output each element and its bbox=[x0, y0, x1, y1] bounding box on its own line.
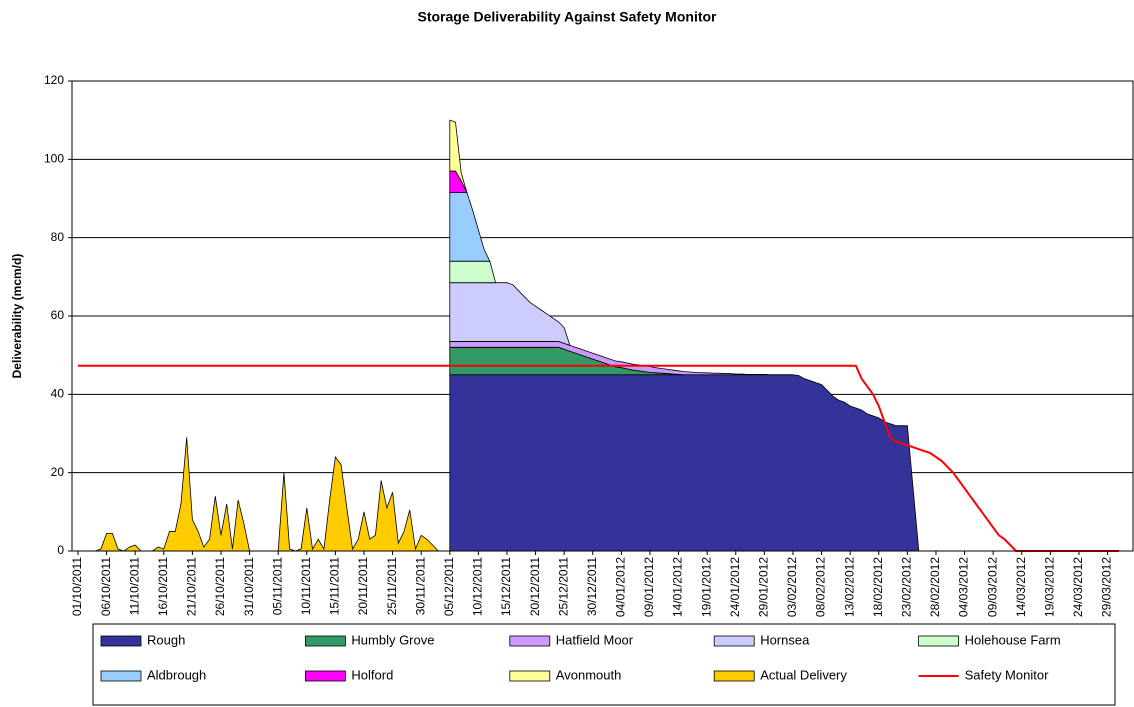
x-tick-label: 05/11/2011 bbox=[270, 557, 284, 616]
x-tick-label: 24/03/2012 bbox=[1071, 557, 1085, 617]
x-tick-label: 13/02/2012 bbox=[842, 557, 856, 617]
legend-label: Holford bbox=[351, 667, 393, 682]
legend-swatch bbox=[509, 635, 551, 647]
legend-label: Safety Monitor bbox=[965, 667, 1049, 682]
line bbox=[78, 364, 1119, 552]
x-tick-label: 16/10/2011 bbox=[156, 557, 170, 616]
x-tick-label: 11/10/2011 bbox=[127, 557, 141, 616]
area bbox=[449, 260, 497, 284]
x-tick-label: 19/01/2012 bbox=[699, 557, 713, 617]
x-tick-label: 05/12/2011 bbox=[442, 557, 456, 616]
chart-title: Storage Deliverability Against Safety Mo… bbox=[418, 9, 718, 25]
legend-swatch bbox=[713, 635, 755, 647]
legend-label: Humbly Grove bbox=[351, 632, 434, 647]
x-tick-label: 06/10/2011 bbox=[99, 557, 113, 616]
x-tick-label: 20/12/2011 bbox=[528, 557, 542, 616]
x-tick-label: 29/03/2012 bbox=[1100, 557, 1114, 617]
x-tick-label: 03/02/2012 bbox=[785, 557, 799, 617]
y-tick-label: 100 bbox=[44, 152, 64, 166]
y-tick-label: 20 bbox=[51, 465, 65, 479]
x-tick-label: 10/11/2011 bbox=[299, 557, 313, 616]
legend-label: Actual Delivery bbox=[760, 667, 847, 682]
legend-swatch bbox=[304, 635, 346, 647]
x-tick-label: 30/11/2011 bbox=[413, 557, 427, 616]
x-tick-label: 23/02/2012 bbox=[900, 557, 914, 617]
x-tick-label: 09/01/2012 bbox=[642, 557, 656, 617]
plot-border bbox=[71, 80, 1134, 552]
x-tick-label: 28/02/2012 bbox=[928, 557, 942, 617]
x-tick-label: 29/01/2012 bbox=[757, 557, 771, 617]
x-tick-label: 26/10/2011 bbox=[213, 557, 227, 616]
x-tick-label: 20/11/2011 bbox=[356, 557, 370, 616]
legend-label: Hatfield Moor bbox=[556, 632, 634, 647]
x-tick-label: 08/02/2012 bbox=[814, 557, 828, 617]
x-tick-label: 04/03/2012 bbox=[957, 557, 971, 617]
x-tick-label: 15/12/2011 bbox=[499, 557, 513, 616]
y-axis-label: Deliverability (mcm/d) bbox=[10, 254, 24, 379]
x-tick-label: 30/12/2011 bbox=[585, 557, 599, 616]
x-tick-label: 31/10/2011 bbox=[242, 557, 256, 616]
x-tick-label: 21/10/2011 bbox=[185, 557, 199, 616]
x-tick-label: 14/03/2012 bbox=[1014, 557, 1028, 617]
legend-label: Rough bbox=[147, 632, 185, 647]
legend-swatch bbox=[713, 670, 755, 682]
legend-label: Hornsea bbox=[760, 632, 810, 647]
x-tick-label: 09/03/2012 bbox=[985, 557, 999, 617]
legend-label: Avonmouth bbox=[556, 667, 622, 682]
legend-label: Aldbrough bbox=[147, 667, 206, 682]
y-tick-label: 0 bbox=[57, 543, 64, 557]
x-tick-label: 25/11/2011 bbox=[385, 557, 399, 616]
x-tick-label: 19/03/2012 bbox=[1043, 557, 1057, 617]
x-tick-label: 14/01/2012 bbox=[671, 557, 685, 617]
x-tick-label: 18/02/2012 bbox=[871, 557, 885, 617]
legend-label: Holehouse Farm bbox=[965, 632, 1061, 647]
x-tick-label: 24/01/2012 bbox=[728, 557, 742, 617]
x-tick-label: 04/01/2012 bbox=[614, 557, 628, 617]
legend-swatch bbox=[100, 635, 142, 647]
area bbox=[449, 119, 468, 193]
x-tick-label: 15/11/2011 bbox=[328, 557, 342, 616]
y-tick-label: 120 bbox=[44, 73, 64, 87]
legend-swatch bbox=[100, 670, 142, 682]
x-tick-label: 25/12/2011 bbox=[556, 557, 570, 616]
y-tick-label: 40 bbox=[51, 387, 65, 401]
x-tick-label: 01/10/2011 bbox=[70, 557, 84, 616]
y-tick-label: 80 bbox=[51, 230, 65, 244]
legend-swatch bbox=[304, 670, 346, 682]
y-tick-label: 60 bbox=[51, 308, 65, 322]
legend-swatch bbox=[509, 670, 551, 682]
x-tick-label: 10/12/2011 bbox=[471, 557, 485, 616]
legend-swatch bbox=[918, 635, 959, 647]
